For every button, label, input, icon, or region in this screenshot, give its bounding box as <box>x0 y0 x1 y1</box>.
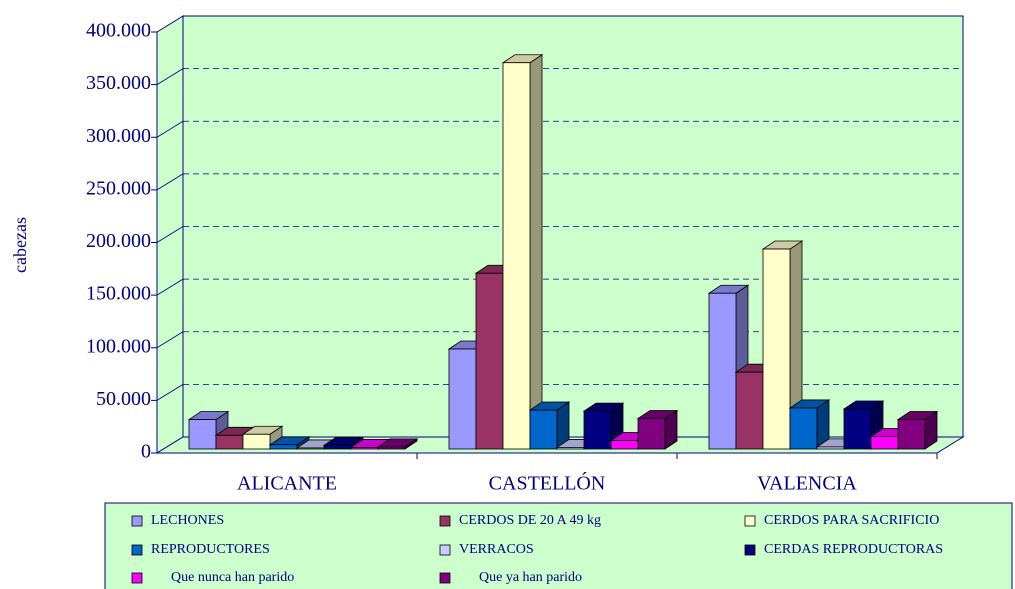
bar <box>870 435 899 450</box>
bar <box>376 438 419 450</box>
bar <box>816 446 845 450</box>
grid-line <box>156 226 184 243</box>
bar <box>377 446 406 450</box>
y-tick-label: 300.000 <box>86 125 151 147</box>
bar <box>897 419 926 450</box>
bar <box>502 62 531 450</box>
legend-swatch <box>744 544 756 556</box>
bar <box>636 409 679 450</box>
y-tick-label: 0 <box>141 441 151 463</box>
x-tick-label: CASTELLÓN <box>489 471 606 495</box>
grid-line <box>156 120 184 138</box>
grid-line <box>156 278 184 296</box>
legend-swatch <box>744 515 756 527</box>
bar <box>735 371 764 450</box>
legend-swatch <box>131 572 143 584</box>
legend-swatch <box>439 515 451 527</box>
bar <box>188 419 217 450</box>
x-tick-label: ALICANTE <box>237 473 337 495</box>
y-tick-label: 350.000 <box>86 72 151 94</box>
legend-label: VERRACOS <box>459 542 534 557</box>
x-tick-label: VALENCIA <box>757 473 857 495</box>
y-axis-label: cabezas <box>10 217 30 273</box>
bar <box>708 292 737 450</box>
y-tick-label: 100.000 <box>86 335 151 357</box>
grid-line <box>156 384 184 401</box>
y-tick-label: 200.000 <box>86 230 151 252</box>
bar <box>896 410 939 450</box>
bar <box>323 444 352 450</box>
legend-label: Que ya han parido <box>479 570 582 585</box>
bar <box>501 53 544 450</box>
legend <box>104 502 1013 589</box>
legend-label: Que nunca han parido <box>171 570 294 585</box>
y-tick-label: 400.000 <box>86 20 151 42</box>
grid-line <box>156 68 184 85</box>
bar <box>610 440 639 450</box>
bar <box>296 447 325 450</box>
bar <box>529 409 558 450</box>
bar <box>187 410 230 450</box>
bar <box>350 447 379 450</box>
bar <box>269 444 298 450</box>
legend-label: CERDOS PARA SACRIFICIO <box>764 513 939 528</box>
legend-label: CERDOS DE 20 A 49 kg <box>459 513 601 528</box>
bar <box>528 401 571 450</box>
bar <box>788 399 831 450</box>
y-tick-label: 150.000 <box>86 283 151 305</box>
legend-label: REPRODUCTORES <box>151 542 270 557</box>
bar <box>843 408 872 450</box>
bar <box>583 410 612 450</box>
legend-swatch <box>131 515 143 527</box>
bar <box>448 348 477 450</box>
y-tick-label: 250.000 <box>86 177 151 199</box>
y-tick-label: 50.000 <box>96 388 151 410</box>
bar-side <box>529 53 543 450</box>
legend-label: LECHONES <box>151 513 224 528</box>
bar <box>242 433 271 450</box>
legend-swatch <box>131 544 143 556</box>
grid-line <box>156 331 184 349</box>
bar <box>475 272 504 450</box>
legend-label: CERDAS REPRODUCTORAS <box>764 542 943 557</box>
bar <box>789 407 818 450</box>
legend-swatch <box>439 544 451 556</box>
grid-line <box>156 173 184 191</box>
bar <box>556 447 585 450</box>
bar <box>762 248 791 450</box>
legend-swatch <box>439 572 451 584</box>
bar <box>637 418 666 450</box>
bar <box>215 434 244 450</box>
